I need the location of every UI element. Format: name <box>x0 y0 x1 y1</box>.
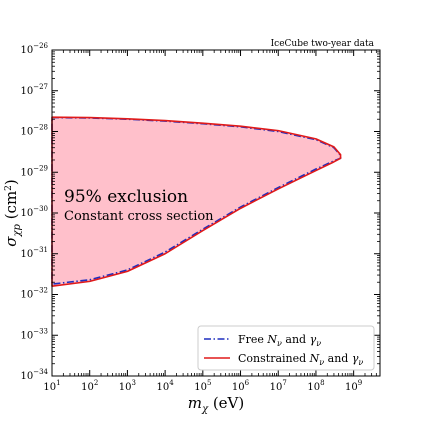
y-tick-label: 10−29 <box>20 164 48 178</box>
y-tick-label: 10−32 <box>20 287 48 301</box>
y-tick-label: 10−27 <box>20 83 48 97</box>
axis-labels: mχ (eV) σχp (cm2) <box>2 179 244 415</box>
plot-area <box>51 116 342 287</box>
x-tick-label: 103 <box>119 379 136 393</box>
x-tick-label: 106 <box>232 379 250 393</box>
y-axis-label: σχp (cm2) <box>2 179 23 247</box>
x-tick-label: 107 <box>270 379 287 393</box>
annotation-line-1: 95% exclusion <box>64 187 188 207</box>
x-tick-label: 101 <box>43 379 60 393</box>
x-tick-label: 108 <box>307 379 324 393</box>
y-tick-label: 10−30 <box>20 205 48 219</box>
x-tick-label: 102 <box>81 379 98 393</box>
y-tick-label: 10−28 <box>20 124 48 138</box>
legend: Free Nν and γν Constrained Nν and γν <box>197 325 375 371</box>
corner-note: IceCube two-year data <box>271 39 375 49</box>
exclusion-region <box>52 117 341 287</box>
y-tick-label: 10−31 <box>20 246 48 260</box>
x-axis-label: mχ (eV) <box>188 394 244 415</box>
series-line-constrained <box>51 116 342 287</box>
legend-box <box>197 325 375 371</box>
legend-label-free: Free Nν and γν <box>238 333 321 348</box>
axes: 101 102 103 104 105 106 107 108 109 10−26 10−27 10−… <box>20 42 381 393</box>
y-tick-label: 10−33 <box>20 327 48 341</box>
x-tick-label: 104 <box>157 379 175 393</box>
x-tick-label: 105 <box>194 379 211 393</box>
y-tick-label: 10−26 <box>20 42 48 56</box>
annotation-line-2: Constant cross section <box>64 209 214 224</box>
legend-label-constrained: Constrained Nν and γν <box>238 352 363 367</box>
annotation: 95% exclusion Constant cross section <box>64 187 214 224</box>
x-tick-label: 109 <box>345 379 362 393</box>
y-tick-label: 10−34 <box>20 368 48 382</box>
